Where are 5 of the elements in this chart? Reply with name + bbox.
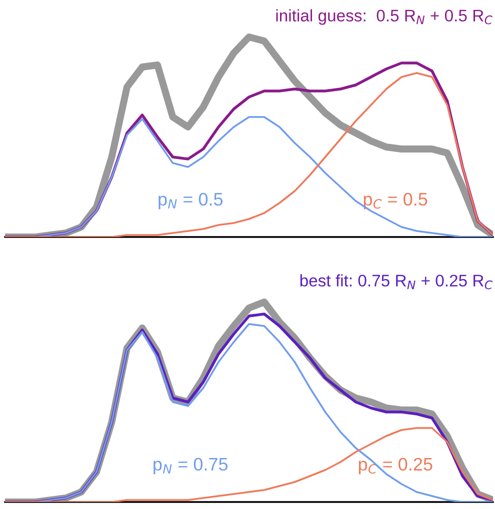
text: p$_{N}$ = 0.75 bbox=[154, 458, 228, 474]
chart-title: initial guess: 0.5 R$_{N}$ + 0.5 R$_{C}$ bbox=[276, 9, 492, 25]
text: p$_{C}$ = 0.5 bbox=[364, 192, 428, 210]
chart-title: best fit: 0.75 R$_{N}$ + 0.25 R$_{C}$ bbox=[300, 274, 493, 290]
series-label: p$_{N}$ = 0.5 bbox=[158, 192, 223, 210]
